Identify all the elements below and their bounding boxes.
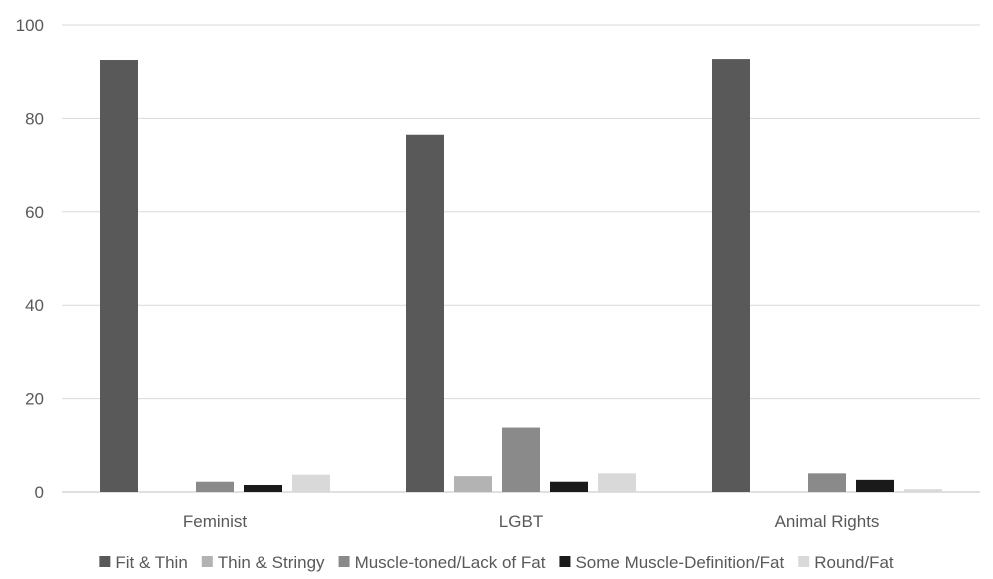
y-tick-label: 0	[35, 483, 44, 502]
bar-0-2	[196, 481, 234, 492]
category-label: LGBT	[499, 512, 543, 531]
legend-swatch	[559, 556, 571, 567]
bar-1-3	[550, 481, 588, 492]
bar-2-4	[904, 489, 942, 492]
bar-1-2	[502, 427, 540, 492]
legend: Fit & Thin Thin & Stringy Muscle-toned/Lac…	[99, 553, 894, 572]
bar-1-0	[406, 134, 444, 492]
legend-swatch	[338, 556, 350, 567]
gridlines	[62, 24, 980, 493]
category-labels: Feminist LGBT Animal Rights	[183, 512, 880, 531]
bar-0-4	[292, 474, 330, 492]
legend-swatch	[798, 556, 810, 567]
bar-0-3	[244, 484, 282, 492]
y-axis-ticks: 0 20 40 60 80 100	[16, 16, 44, 502]
legend-label: Thin & Stringy	[218, 553, 325, 572]
legend-item: Fit & Thin	[99, 553, 188, 572]
legend-label: Muscle-toned/Lack of Fat	[355, 553, 546, 572]
legend-label: Some Muscle-Definition/Fat	[575, 553, 784, 572]
category-label: Feminist	[183, 512, 248, 531]
legend-item: Some Muscle-Definition/Fat	[559, 553, 785, 572]
bars	[100, 59, 942, 493]
legend-label: Round/Fat	[814, 553, 894, 572]
bar-2-3	[856, 479, 894, 492]
bar-2-0	[712, 59, 750, 492]
legend-swatch	[201, 556, 213, 567]
category-label: Animal Rights	[775, 512, 880, 531]
legend-label: Fit & Thin	[115, 553, 187, 572]
legend-item: Thin & Stringy	[201, 553, 325, 572]
y-tick-label: 80	[25, 109, 44, 128]
legend-swatch	[99, 556, 111, 567]
bar-2-2	[808, 473, 846, 492]
legend-item: Muscle-toned/Lack of Fat	[338, 553, 546, 572]
bar-1-4	[598, 473, 636, 492]
y-tick-label: 60	[25, 203, 44, 222]
bar-1-1	[454, 476, 492, 492]
y-tick-label: 20	[25, 390, 44, 409]
legend-item: Round/Fat	[798, 553, 894, 572]
y-tick-label: 100	[16, 16, 44, 35]
y-tick-label: 40	[25, 296, 44, 315]
bar-0-0	[100, 60, 138, 493]
